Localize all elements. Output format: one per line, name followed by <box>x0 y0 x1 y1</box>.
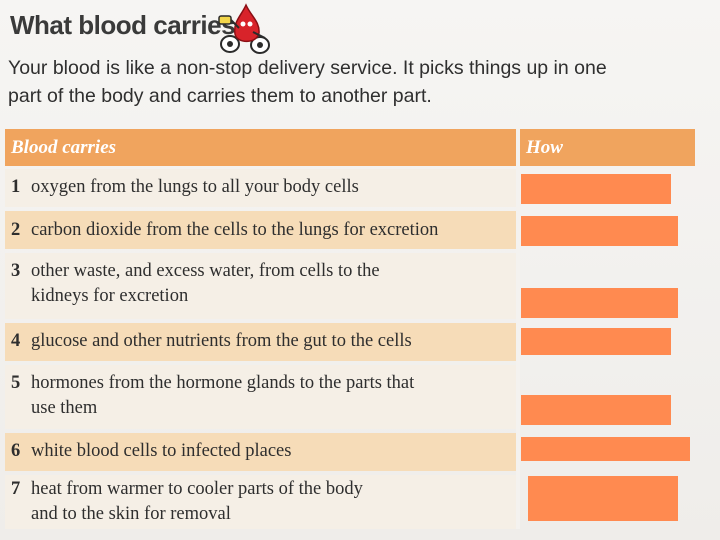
column-divider <box>516 129 520 529</box>
row-text: other waste, and excess water, from cell… <box>31 261 380 281</box>
intro-line-2: part of the body and carries them to ano… <box>8 85 432 107</box>
answer-box-6 <box>521 437 690 461</box>
row-text-continued: and to the skin for removal <box>31 504 231 524</box>
answer-box-3 <box>521 288 678 318</box>
table-row: 4 glucose and other nutrients from the gu… <box>5 323 516 361</box>
answer-box-2 <box>521 216 678 246</box>
column-header-blood-carries: Blood carries <box>5 129 516 166</box>
table-row: 7 heat from warmer to cooler parts of the… <box>5 475 516 529</box>
table-row: 5 hormones from the hormone glands to the… <box>5 365 516 429</box>
answer-box-4 <box>521 328 671 355</box>
row-number: 7 <box>11 479 21 499</box>
intro-line-1: Your blood is like a non-stop delivery s… <box>8 57 607 79</box>
row-text: glucose and other nutrients from the gut… <box>31 331 412 351</box>
row-text: white blood cells to infected places <box>31 441 292 461</box>
row-number: 2 <box>11 220 21 240</box>
blood-drop-mascot-icon <box>218 3 270 54</box>
row-number: 4 <box>11 331 21 351</box>
row-text: hormones from the hormone glands to the … <box>31 373 415 393</box>
row-number: 6 <box>11 441 21 461</box>
answer-box-1 <box>521 174 671 204</box>
table-row: 6 white blood cells to infected places <box>5 433 516 471</box>
answer-box-7 <box>528 476 678 521</box>
intro-paragraph: Your blood is like a non-stop delivery s… <box>8 54 708 110</box>
row-number: 5 <box>11 373 21 393</box>
row-text: carbon dioxide from the cells to the lun… <box>31 220 439 240</box>
row-number: 1 <box>11 177 21 197</box>
table-row: 3 other waste, and excess water, from cel… <box>5 253 516 319</box>
column-header-how: How <box>520 129 695 166</box>
row-text-continued: kidneys for excretion <box>31 286 189 306</box>
page-title: What blood carries <box>10 10 236 40</box>
answer-box-5 <box>521 395 671 425</box>
row-text: oxygen from the lungs to all your body c… <box>31 177 359 197</box>
row-text-continued: use them <box>31 398 98 418</box>
table-row: 2 carbon dioxide from the cells to the lu… <box>5 211 516 249</box>
table-row: 1 oxygen from the lungs to all your body … <box>5 169 516 207</box>
row-number: 3 <box>11 261 21 281</box>
row-text: heat from warmer to cooler parts of the … <box>31 479 363 499</box>
blood-carries-table: Blood carries How 1 oxygen from the lungs… <box>5 129 695 529</box>
